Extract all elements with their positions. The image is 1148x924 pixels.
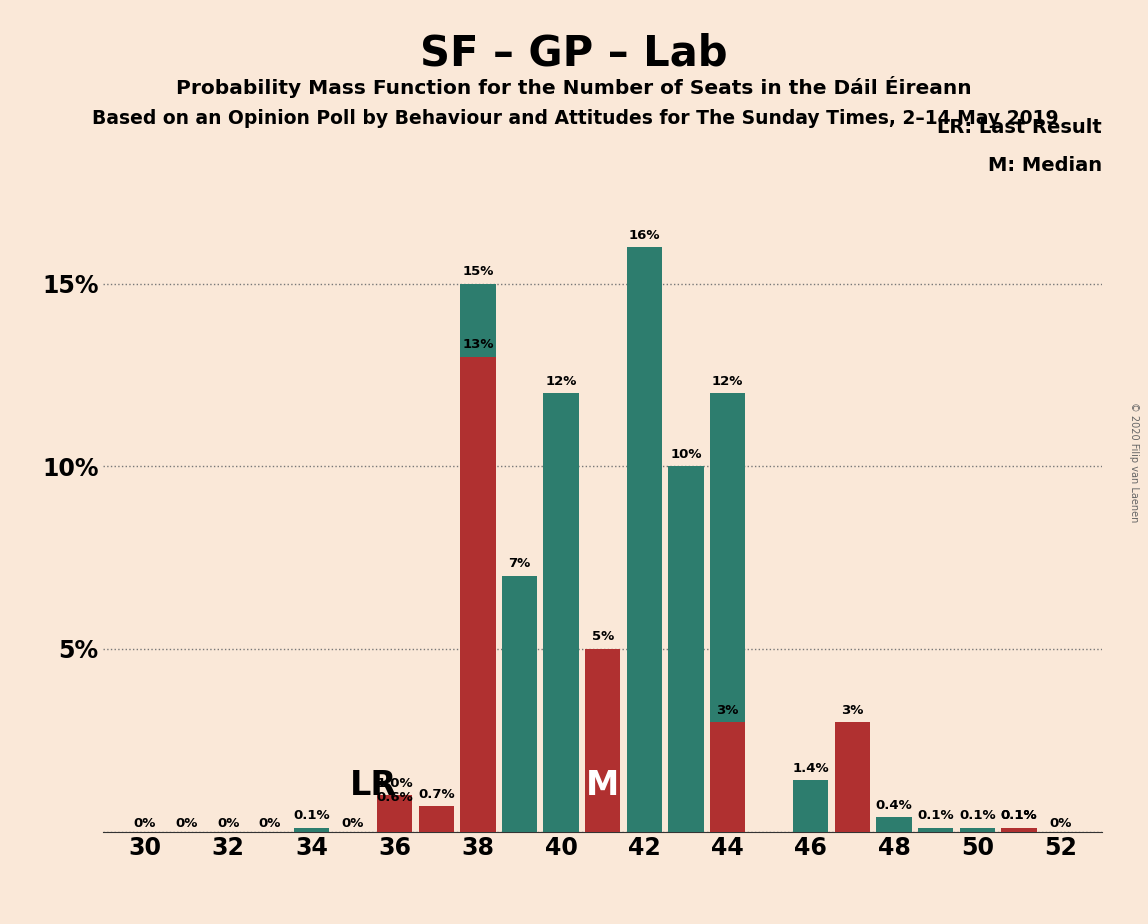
Bar — [377, 809, 412, 832]
Bar — [377, 795, 412, 832]
Text: Based on an Opinion Poll by Behaviour and Attitudes for The Sunday Times, 2–14 M: Based on an Opinion Poll by Behaviour an… — [92, 109, 1058, 128]
Bar — [835, 722, 870, 832]
Text: 0%: 0% — [134, 817, 156, 830]
Bar — [460, 357, 496, 832]
Text: M: M — [587, 770, 619, 802]
Text: 12%: 12% — [545, 375, 576, 388]
Text: 15%: 15% — [463, 265, 494, 278]
Bar — [793, 781, 829, 832]
Bar — [1001, 828, 1037, 832]
Text: 1.0%: 1.0% — [377, 776, 413, 790]
Bar — [709, 722, 745, 832]
Text: 0.1%: 0.1% — [1001, 809, 1037, 822]
Bar — [709, 394, 745, 832]
Text: 0.1%: 0.1% — [293, 809, 329, 822]
Bar — [585, 649, 620, 832]
Text: 13%: 13% — [463, 338, 494, 351]
Text: LR: LR — [350, 770, 397, 802]
Text: M: Median: M: Median — [988, 156, 1102, 176]
Text: 0.1%: 0.1% — [1001, 809, 1037, 822]
Text: 0.4%: 0.4% — [876, 798, 913, 811]
Text: SF – GP – Lab: SF – GP – Lab — [420, 32, 728, 74]
Text: 1.4%: 1.4% — [792, 762, 829, 775]
Text: 12%: 12% — [712, 375, 743, 388]
Text: 3%: 3% — [716, 703, 738, 716]
Bar — [876, 817, 912, 832]
Text: LR: Last Result: LR: Last Result — [937, 118, 1102, 138]
Text: 0%: 0% — [258, 817, 281, 830]
Bar — [419, 806, 453, 832]
Text: 0%: 0% — [176, 817, 197, 830]
Bar — [502, 576, 537, 832]
Text: © 2020 Filip van Laenen: © 2020 Filip van Laenen — [1130, 402, 1139, 522]
Bar — [543, 394, 579, 832]
Text: 0.7%: 0.7% — [418, 787, 455, 800]
Text: 0.1%: 0.1% — [959, 809, 995, 822]
Text: 16%: 16% — [629, 228, 660, 242]
Bar — [294, 828, 329, 832]
Text: Probability Mass Function for the Number of Seats in the Dáil Éireann: Probability Mass Function for the Number… — [176, 76, 972, 98]
Text: 3%: 3% — [841, 703, 863, 716]
Text: 0.1%: 0.1% — [917, 809, 954, 822]
Bar — [918, 828, 953, 832]
Bar — [668, 467, 704, 832]
Text: 10%: 10% — [670, 448, 701, 461]
Bar — [460, 284, 496, 832]
Text: 0%: 0% — [217, 817, 239, 830]
Text: 0%: 0% — [342, 817, 364, 830]
Text: 0.6%: 0.6% — [377, 791, 413, 804]
Bar — [1001, 828, 1037, 832]
Text: 7%: 7% — [509, 557, 530, 570]
Bar — [960, 828, 995, 832]
Bar — [627, 247, 662, 832]
Text: 0%: 0% — [1049, 817, 1071, 830]
Text: 5%: 5% — [591, 630, 614, 643]
